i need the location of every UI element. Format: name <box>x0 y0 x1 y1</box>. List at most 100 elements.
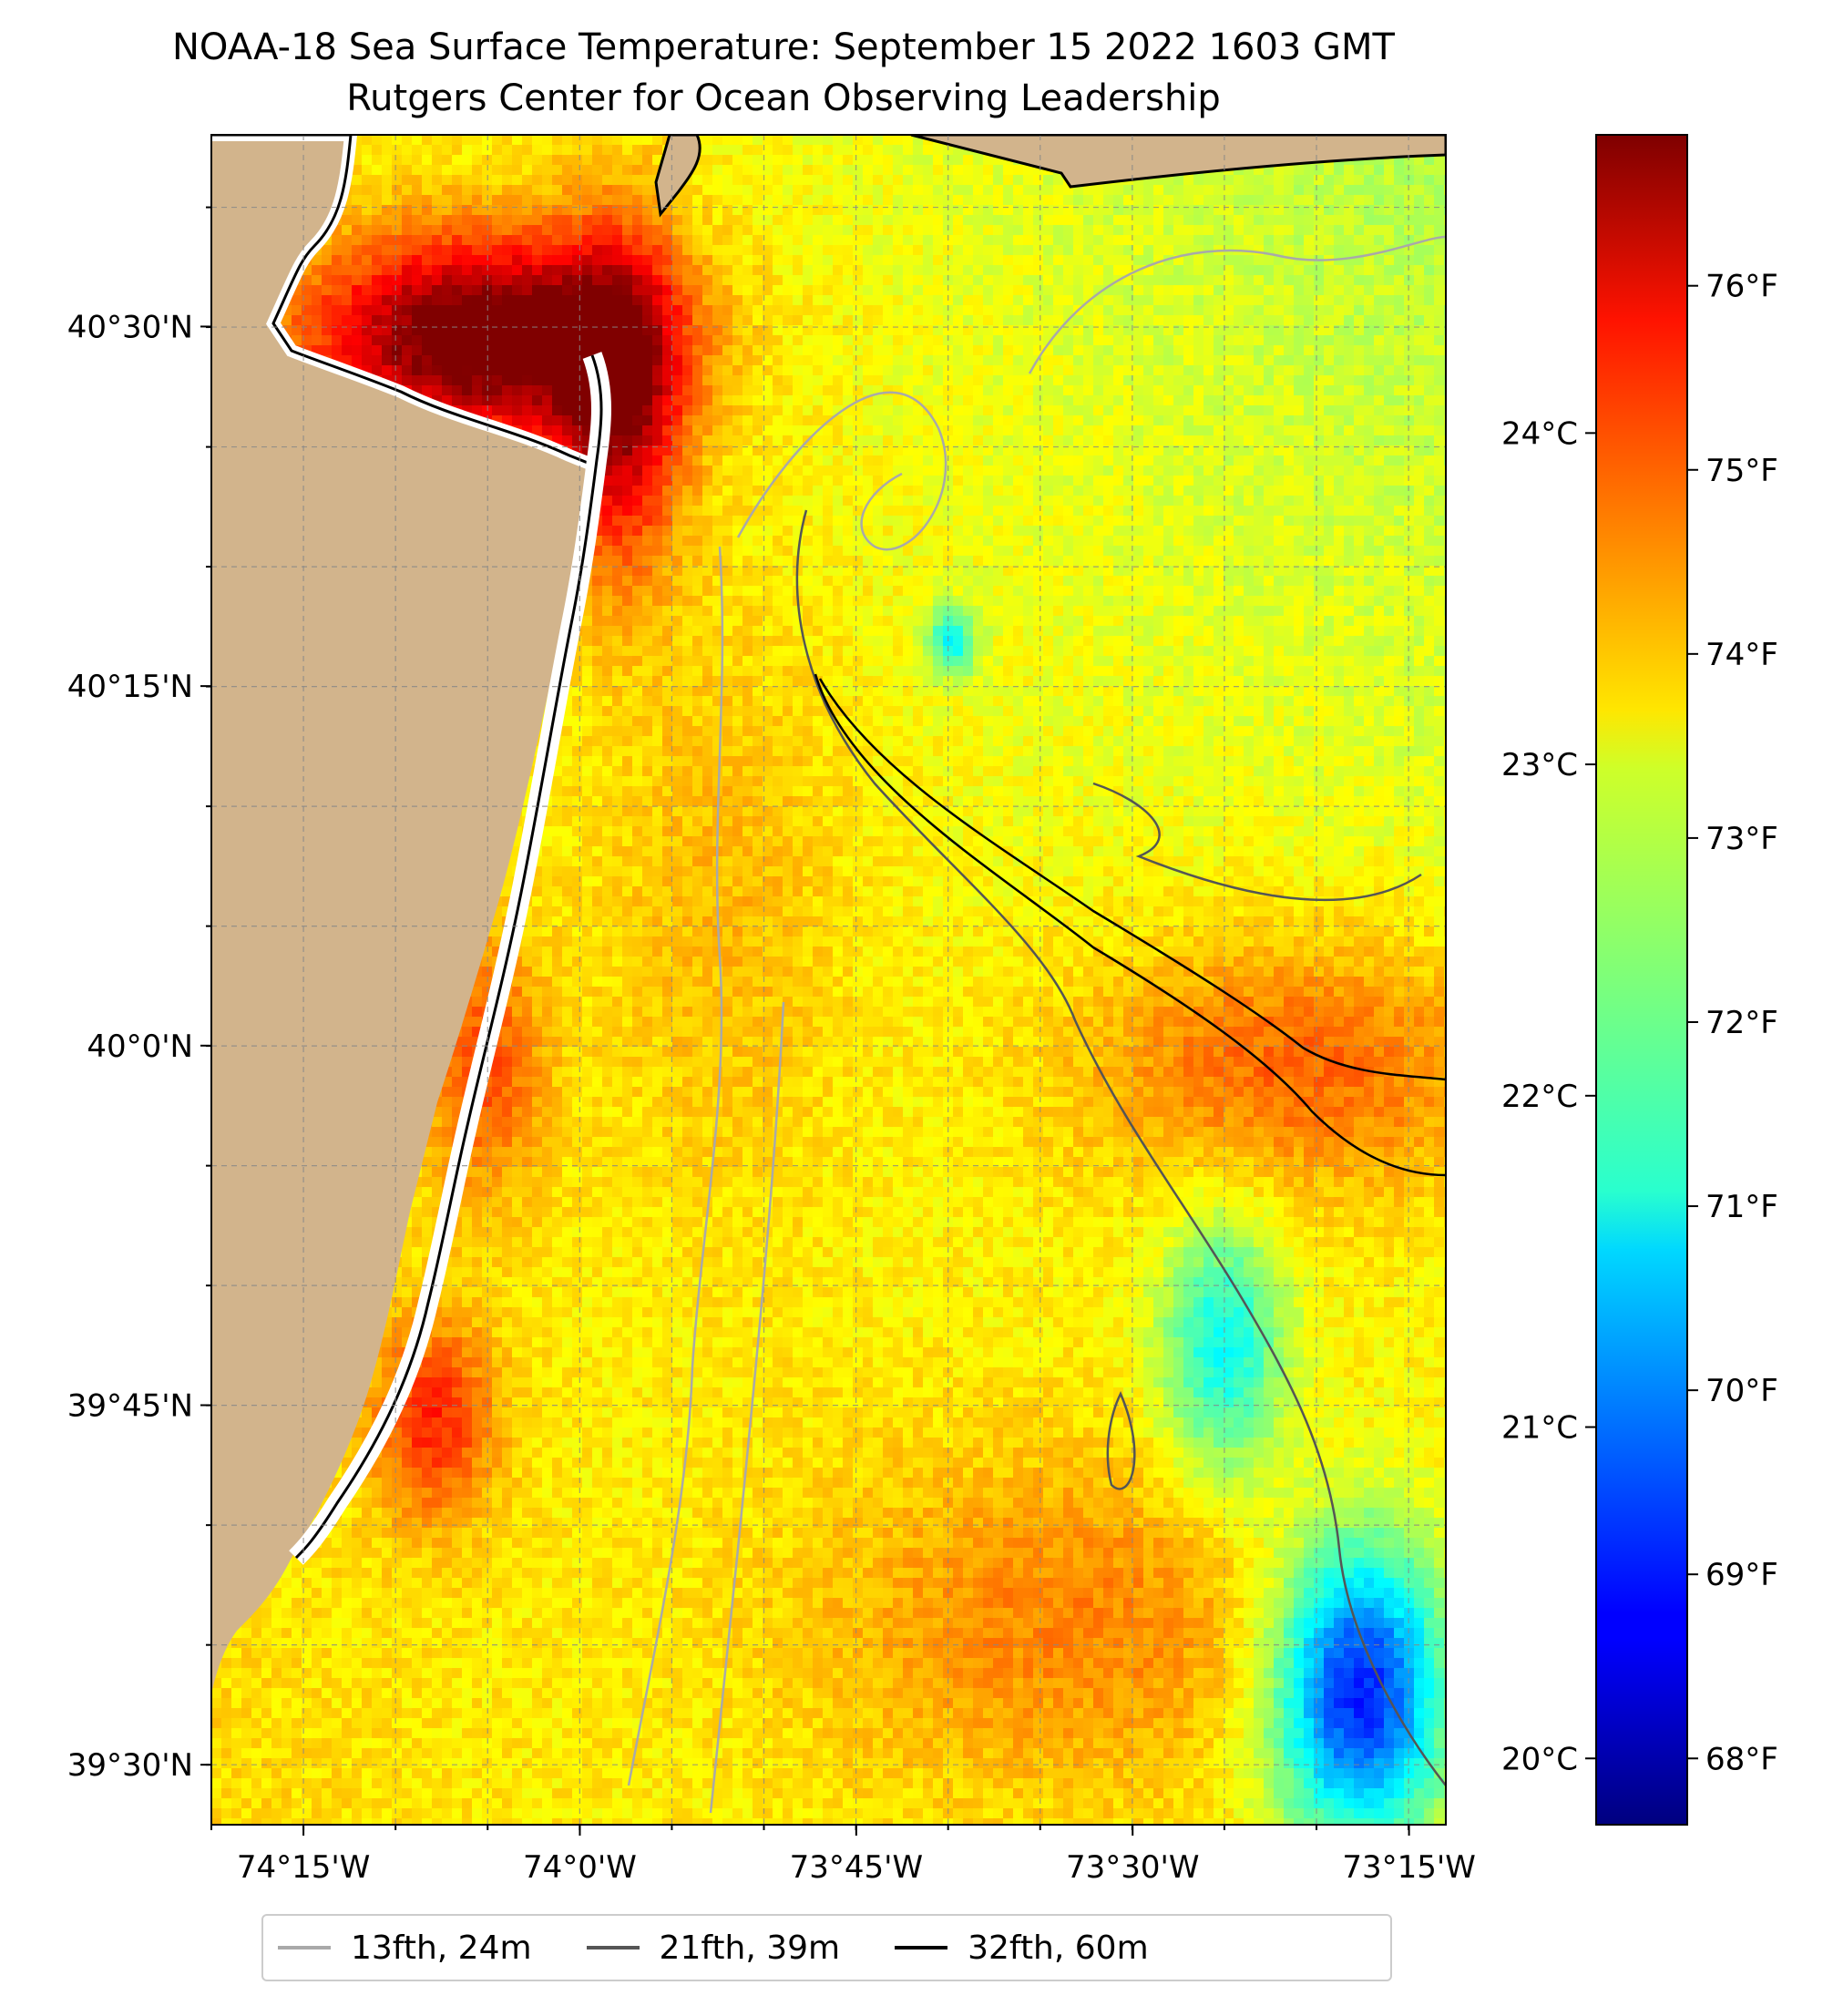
sst-cell <box>562 235 573 246</box>
sst-cell <box>813 265 824 276</box>
sst-cell <box>1374 466 1385 476</box>
sst-cell <box>1083 245 1094 256</box>
sst-cell <box>432 325 443 336</box>
sst-cell <box>813 215 824 226</box>
sst-cell <box>993 355 1004 366</box>
sst-cell <box>783 175 794 186</box>
sst-cell <box>1394 275 1405 286</box>
sst-cell <box>1163 466 1174 476</box>
sst-cell <box>1063 355 1074 366</box>
sst-cell <box>1284 506 1295 517</box>
sst-cell <box>1254 295 1265 306</box>
sst-cell <box>1314 445 1325 456</box>
sst-cell <box>1193 275 1204 286</box>
sst-cell <box>873 435 884 446</box>
sst-cell <box>773 526 783 537</box>
sst-cell <box>1063 205 1074 216</box>
sst-cell <box>1203 195 1214 206</box>
sst-cell <box>432 365 443 376</box>
sst-cell <box>833 526 844 537</box>
sst-cell <box>1063 275 1074 286</box>
sst-cell <box>1173 466 1184 476</box>
sst-cell <box>1063 335 1074 346</box>
sst-cell <box>622 155 633 166</box>
sst-cell <box>562 215 573 226</box>
sst-cell <box>1344 285 1355 296</box>
sst-cell <box>973 265 984 276</box>
sst-cell <box>502 265 513 276</box>
sst-cell <box>1043 415 1054 426</box>
sst-cell <box>1394 395 1405 406</box>
sst-cell <box>522 375 533 386</box>
sst-cell <box>843 435 854 446</box>
sst-cell <box>873 335 884 346</box>
sst-cell <box>1264 275 1275 286</box>
sst-cell <box>893 155 904 166</box>
sst-cell <box>1183 225 1194 236</box>
sst-cell <box>893 395 904 406</box>
sst-cell <box>1434 345 1445 356</box>
sst-cell <box>853 225 864 236</box>
sst-cell <box>1123 245 1134 256</box>
sst-cell <box>442 225 453 236</box>
sst-cell <box>492 265 503 276</box>
sst-cell <box>873 425 884 436</box>
sst-cell <box>542 305 553 316</box>
sst-cell <box>893 175 904 186</box>
sst-cell <box>542 165 553 176</box>
sst-cell <box>983 165 994 176</box>
sst-cell <box>412 335 423 346</box>
sst-cell <box>803 325 814 336</box>
sst-cell <box>582 175 593 186</box>
sst-cell <box>883 455 894 466</box>
sst-cell <box>1364 285 1375 296</box>
sst-cell <box>662 275 673 286</box>
sst-cell <box>1284 295 1295 306</box>
sst-cell <box>743 415 753 426</box>
sst-cell <box>1113 506 1124 517</box>
sst-cell <box>722 315 733 326</box>
sst-cell <box>622 295 633 306</box>
sst-cell <box>402 235 413 246</box>
sst-cell <box>1284 275 1295 286</box>
sst-cell <box>1264 165 1275 176</box>
sst-cell <box>833 466 844 476</box>
sst-cell <box>1073 355 1084 366</box>
sst-cell <box>993 395 1004 406</box>
sst-cell <box>1344 255 1355 266</box>
sst-cell <box>1274 476 1285 486</box>
sst-cell <box>1203 285 1214 296</box>
sst-cell <box>933 486 944 496</box>
sst-cell <box>993 466 1004 476</box>
sst-cell <box>522 235 533 246</box>
sst-cell <box>743 365 753 376</box>
sst-cell <box>1053 405 1064 416</box>
sst-cell <box>1394 506 1405 517</box>
sst-cell <box>923 335 934 346</box>
sst-cell <box>783 265 794 276</box>
sst-cell <box>642 496 653 507</box>
sst-cell <box>1404 245 1415 256</box>
sst-cell <box>492 145 503 156</box>
sst-cell <box>1304 245 1315 256</box>
sst-cell <box>1203 365 1214 376</box>
sst-cell <box>562 145 573 156</box>
sst-cell <box>923 355 934 366</box>
sst-cell <box>1234 355 1244 366</box>
sst-cell <box>602 526 613 537</box>
sst-cell <box>923 445 934 456</box>
sst-cell <box>432 195 443 206</box>
sst-cell <box>1294 526 1305 537</box>
sst-cell <box>682 295 693 306</box>
sst-cell <box>1354 335 1365 346</box>
sst-cell <box>1173 245 1184 256</box>
sst-cell <box>1214 496 1224 507</box>
sst-cell <box>1173 506 1184 517</box>
sst-cell <box>1344 405 1355 416</box>
sst-cell <box>1193 516 1204 527</box>
sst-cell <box>1203 435 1214 446</box>
sst-cell <box>1424 375 1435 386</box>
sst-cell <box>1183 425 1194 436</box>
sst-cell <box>632 295 643 306</box>
sst-cell <box>1294 395 1305 406</box>
